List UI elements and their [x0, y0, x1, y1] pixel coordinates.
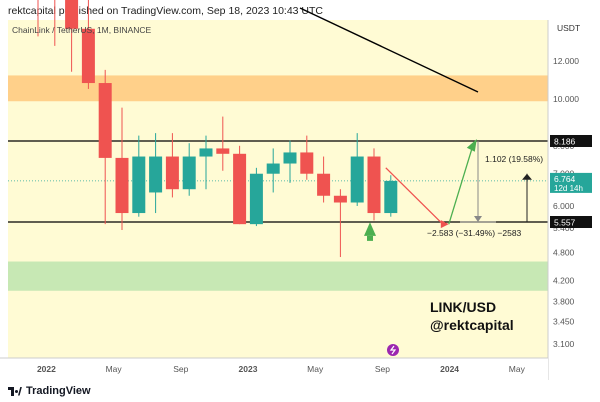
publisher-text: rektcapital published on TradingView.com…	[8, 5, 323, 17]
candle-body	[115, 157, 129, 214]
y-tick-label: 12.000	[553, 56, 579, 66]
time-scale-background	[0, 358, 548, 381]
support-zone	[8, 261, 548, 291]
upside-annotation: 1.102 (19.58%)	[485, 154, 543, 164]
candle-body	[233, 153, 247, 225]
projection-down-path	[385, 167, 444, 225]
candle-body	[65, 0, 79, 29]
candle-body	[149, 156, 163, 193]
candle-body	[367, 156, 381, 214]
candle-body	[283, 152, 297, 164]
upside-arrowhead-icon	[522, 173, 532, 180]
level-label: 5.557	[554, 218, 576, 228]
watermark-author: @rektcapital	[430, 317, 514, 333]
candle-body	[81, 28, 95, 84]
trend-line	[299, 7, 479, 93]
downside-annotation: −2.583 (−31.49%) −2583	[427, 228, 522, 238]
candle-body	[300, 152, 314, 174]
x-tick-label: 2024	[440, 364, 459, 374]
candle-body	[132, 156, 146, 214]
candle-body	[350, 156, 364, 203]
last-price-label: 6.764	[554, 174, 576, 184]
support-arrow-stem	[367, 235, 373, 241]
projection-up-path	[448, 145, 474, 225]
x-tick-label: 2022	[37, 364, 56, 374]
candle-body	[333, 195, 347, 203]
currency-label: USDT	[557, 23, 580, 33]
tradingview-brand: TradingView	[26, 385, 91, 397]
level-label: 8.186	[554, 136, 576, 146]
candle-body	[384, 180, 398, 214]
footer-bar: TradingView	[0, 380, 600, 402]
candle-body	[98, 83, 112, 158]
x-tick-label: May	[509, 364, 526, 374]
publisher-header: rektcapital published on TradingView.com…	[0, 0, 600, 22]
y-tick-label: 3.450	[553, 317, 575, 327]
level-label-box	[550, 216, 592, 229]
candle-body	[216, 148, 230, 154]
x-tick-label: May	[106, 364, 123, 374]
support-arrow-icon	[364, 222, 376, 236]
y-tick-label: 3.800	[553, 296, 575, 306]
last-price-countdown: 12d 14h	[554, 184, 583, 193]
tradingview-logo[interactable]: TradingView	[8, 384, 91, 398]
y-tick-label: 3.100	[553, 339, 575, 349]
y-tick-label: 10.000	[553, 94, 579, 104]
candle-body	[182, 156, 196, 190]
resistance-zone	[8, 75, 548, 102]
measure-arrowhead	[474, 216, 482, 223]
x-tick-label: 2023	[239, 364, 258, 374]
y-tick-label: 4.800	[553, 248, 575, 258]
x-tick-label: Sep	[173, 364, 188, 374]
candle-body	[317, 173, 331, 196]
price-scale-background	[548, 20, 600, 380]
candle-body	[199, 148, 213, 157]
x-tick-label: May	[307, 364, 324, 374]
x-tick-label: Sep	[375, 364, 390, 374]
symbol-label: ChainLink / TetherUS, 1M, BINANCE	[12, 25, 152, 35]
y-tick-label: 6.000	[553, 201, 575, 211]
candle-body	[249, 173, 263, 225]
projection-down-arrowhead	[440, 220, 449, 229]
y-tick-label: 4.200	[553, 276, 575, 286]
projection-up-arrowhead	[466, 138, 477, 152]
last-price-box	[550, 172, 592, 193]
candles	[37, 0, 398, 258]
tradingview-logo-icon	[8, 386, 22, 396]
event-bolt-icon	[389, 345, 397, 355]
level-label-box	[550, 134, 592, 147]
watermark-pair: LINK/USD	[430, 299, 496, 315]
candle-body	[266, 163, 280, 174]
candle-body	[165, 156, 179, 190]
